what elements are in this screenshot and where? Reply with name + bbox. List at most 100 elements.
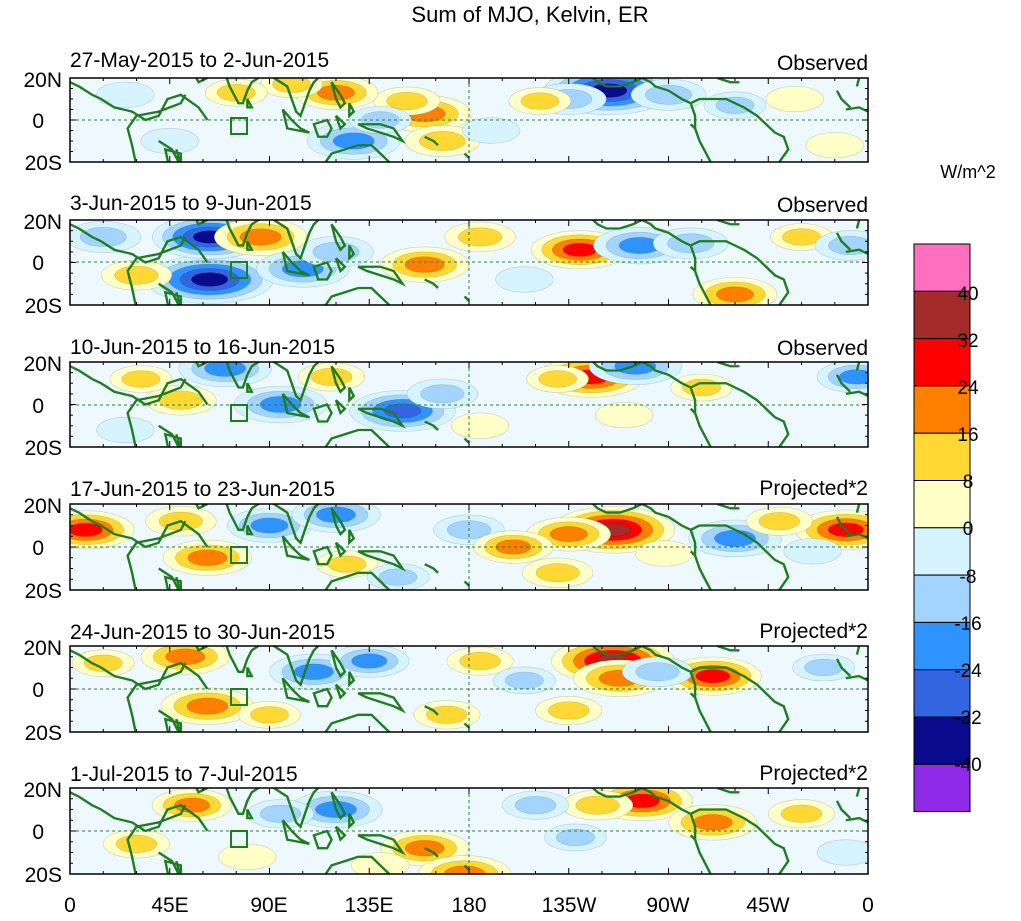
colorbar-swatch [913, 290, 971, 340]
colorbar-swatch [913, 385, 971, 434]
lat-label-20n: 20N [23, 637, 62, 660]
anomaly-contour [805, 132, 864, 159]
anomaly-contour [426, 705, 468, 724]
anomaly-contour [121, 370, 161, 388]
anomaly-contour [505, 671, 544, 690]
anomaly-contour [695, 669, 731, 684]
colorbar-tick: 24 [957, 378, 979, 399]
colorbar-tick: -40 [954, 755, 981, 776]
anomaly-contour [457, 227, 503, 247]
anomaly-contour [780, 804, 823, 823]
colorbar-tick: 40 [957, 284, 978, 305]
panel-1: 27-May-2015 to 2-Jun-2015 Observed 20N 0… [23, 49, 869, 175]
anomaly-contour [204, 362, 247, 377]
lat-label-20n: 20N [23, 495, 62, 518]
lat-label-0: 0 [32, 537, 44, 560]
status-label: Projected*2 [759, 620, 868, 643]
anomaly-contour [783, 538, 842, 565]
anomaly-contour [96, 81, 155, 108]
axis-ticks [69, 77, 869, 163]
lon-label-180: 180 [451, 894, 486, 917]
lat-label-0: 0 [32, 110, 44, 133]
period-label: 10-Jun-2015 to 16-Jun-2015 [70, 336, 335, 359]
anomaly-field [70, 788, 868, 874]
reference-box [230, 261, 248, 279]
colorbar-swatch [913, 574, 971, 623]
lat-label-0: 0 [32, 395, 44, 418]
colorbar-swatch [913, 669, 971, 718]
colorbar-swatch [913, 716, 971, 765]
lon-label-45w: 45W [746, 894, 789, 917]
anomaly-contour [562, 242, 598, 257]
status-label: Observed [777, 337, 868, 360]
lat-label-20n: 20N [23, 211, 62, 234]
axis-ticks [69, 503, 869, 591]
anomaly-contour [114, 265, 159, 285]
panel-5: 24-Jun-2015 to 30-Jun-2015 Projected*2 2… [23, 620, 869, 745]
anomaly-contour [327, 555, 367, 573]
colorbar-swatch [913, 338, 971, 387]
colorbar-swatches [913, 243, 971, 813]
lat-label-0: 0 [32, 252, 44, 275]
lon-label-45e: 45E [151, 894, 188, 917]
axis-ticks [69, 219, 869, 306]
axis-ticks [69, 787, 869, 875]
anomaly-contour [535, 563, 580, 583]
colorbar: W/m^2 40 32 24 16 8 0 -8 -16 -24 -32 -40 [913, 162, 996, 813]
anomaly-contour [404, 256, 445, 273]
lon-label-135e: 135E [344, 894, 393, 917]
colorbar-swatch [913, 480, 971, 529]
anomaly-contour [520, 92, 560, 110]
lon-label-135w: 135W [542, 894, 597, 917]
reference-box [230, 117, 248, 135]
anomaly-contour [70, 522, 103, 537]
anomaly-contour [115, 834, 158, 853]
anomaly-contour [782, 228, 821, 246]
anomaly-contour [645, 84, 692, 105]
anomaly-contour [838, 369, 868, 385]
lat-label-20s: 20S [25, 295, 62, 318]
lon-label-0-end: 0 [862, 894, 874, 917]
period-label: 27-May-2015 to 2-Jun-2015 [70, 49, 329, 72]
figure-title: Sum of MJO, Kelvin, ER [411, 2, 648, 27]
status-label: Projected*2 [759, 762, 868, 785]
period-label: 24-Jun-2015 to 30-Jun-2015 [70, 621, 335, 644]
anomaly-contour [351, 653, 388, 669]
anomaly-contour [83, 654, 123, 672]
anomaly-contour [495, 539, 532, 555]
anomaly-contour [239, 228, 282, 246]
colorbar-swatch [913, 763, 971, 813]
reference-box [230, 688, 248, 706]
anomaly-contour [386, 92, 428, 111]
colorbar-tick: 0 [963, 519, 974, 540]
anomaly-contour [79, 227, 127, 247]
lon-label-90e: 90E [250, 894, 287, 917]
lat-label-20s: 20S [25, 864, 62, 887]
anomaly-contour [548, 701, 590, 720]
anomaly-contour [293, 663, 334, 680]
status-label: Observed [777, 52, 868, 75]
status-label: Projected*2 [759, 477, 868, 500]
anomaly-contour [272, 78, 312, 93]
anomaly-contour [538, 370, 578, 388]
period-label: 17-Jun-2015 to 23-Jun-2015 [70, 478, 335, 501]
colorbar-tick: 16 [957, 425, 978, 446]
anomaly-contour [140, 127, 199, 155]
anomaly-contour [186, 697, 229, 715]
anomaly-contour [378, 568, 418, 586]
status-label: Observed [777, 194, 868, 217]
lat-label-20n: 20N [23, 69, 62, 92]
anomaly-contour [495, 266, 554, 293]
colorbar-tick: 32 [957, 331, 978, 352]
lat-label-20s: 20S [25, 437, 62, 460]
colorbar-tick: 8 [963, 472, 974, 493]
anomaly-contour [459, 652, 501, 671]
lat-label-20n: 20N [23, 779, 62, 802]
panel-2: 3-Jun-2015 to 9-Jun-2015 Observed 20N 0 … [23, 192, 869, 318]
panel-4: 17-Jun-2015 to 23-Jun-2015 Projected*2 2… [23, 477, 869, 603]
axis-ticks [69, 645, 869, 733]
anomaly-contour [595, 402, 654, 429]
lat-label-20s: 20S [25, 580, 62, 603]
panel-6: 1-Jul-2015 to 7-Jul-2015 Projected*2 20N… [23, 762, 869, 887]
lon-label-0: 0 [64, 894, 76, 917]
